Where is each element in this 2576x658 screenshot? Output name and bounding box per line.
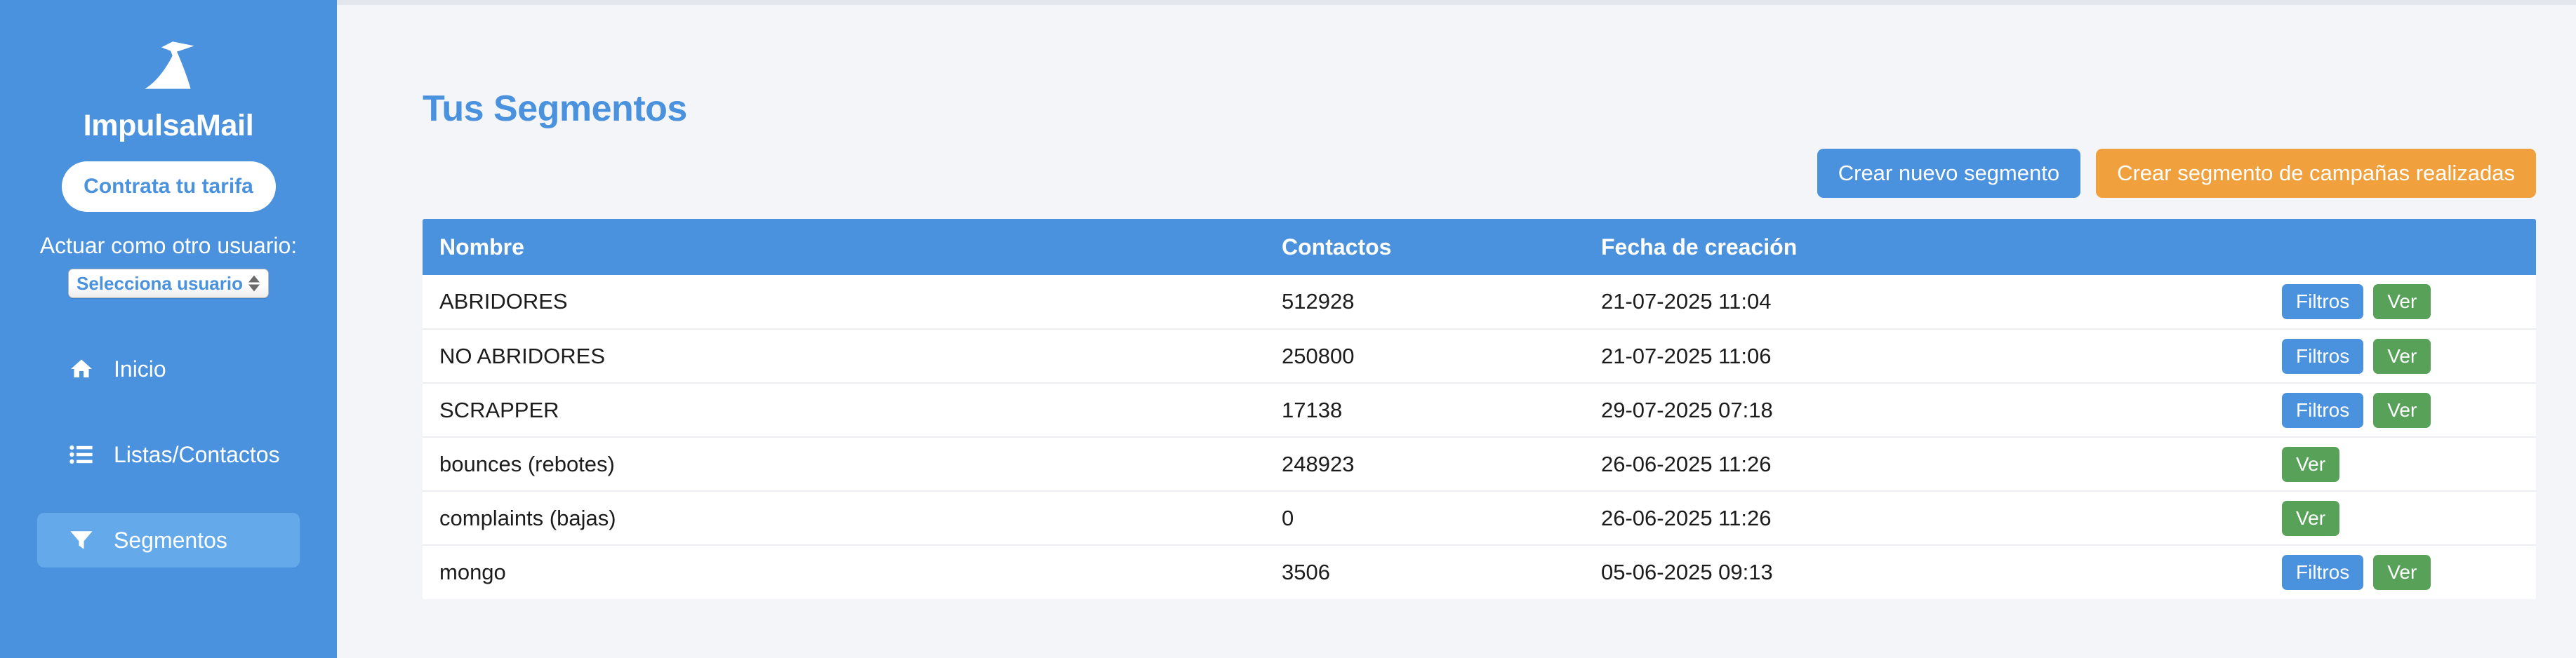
- sidebar-item-segmentos[interactable]: Segmentos: [37, 513, 300, 568]
- row-action-buttons: Filtros Ver: [2282, 555, 2536, 590]
- cell-actions: Ver: [2265, 437, 2536, 492]
- column-header-nombre: Nombre: [423, 219, 1265, 275]
- main-content: Tus Segmentos Crear nuevo segmento Crear…: [337, 5, 2576, 658]
- row-action-buttons: Filtros Ver: [2282, 284, 2536, 319]
- ver-button[interactable]: Ver: [2373, 392, 2431, 428]
- table-row: NO ABRIDORES 250800 21-07-2025 11:06 Filtro…: [423, 329, 2536, 384]
- table-row: complaints (bajas) 0 26-06-2025 11:26 Ver: [423, 491, 2536, 546]
- cell-actions: Filtros Ver: [2265, 545, 2536, 599]
- cell-contactos: 512928: [1265, 275, 1584, 330]
- cell-nombre: complaints (bajas): [423, 491, 1265, 546]
- cell-fecha: 29-07-2025 07:18: [1584, 383, 2265, 438]
- table-body: ABRIDORES 512928 21-07-2025 11:04 Filtros Ve…: [423, 275, 2536, 599]
- table-row: bounces (rebotes) 248923 26-06-2025 11:26 V…: [423, 437, 2536, 492]
- sidebar-item-label: Listas/Contactos: [114, 441, 280, 467]
- cell-contactos: 17138: [1265, 383, 1584, 438]
- create-campaign-segment-button[interactable]: Crear segmento de campañas realizadas: [2096, 149, 2536, 198]
- create-new-segment-button[interactable]: Crear nuevo segmento: [1817, 149, 2081, 198]
- nav-spacer: [0, 482, 337, 513]
- list-icon: [69, 442, 94, 467]
- table-row: ABRIDORES 512928 21-07-2025 11:04 Filtros Ve…: [423, 275, 2536, 330]
- sidebar-item-listas-contactos[interactable]: Listas/Contactos: [37, 427, 300, 482]
- home-icon: [69, 356, 94, 382]
- column-header-contactos: Contactos: [1265, 219, 1584, 275]
- cell-actions: Filtros Ver: [2265, 383, 2536, 438]
- filtros-button[interactable]: Filtros: [2282, 284, 2364, 319]
- ver-button[interactable]: Ver: [2373, 555, 2431, 590]
- sidebar-nav: Inicio Listas/Contactos: [0, 342, 337, 568]
- filtros-button[interactable]: Filtros: [2282, 338, 2364, 374]
- cell-fecha: 26-06-2025 11:26: [1584, 491, 2265, 546]
- ver-button[interactable]: Ver: [2373, 338, 2431, 374]
- row-action-buttons: Ver: [2282, 500, 2536, 536]
- cell-nombre: SCRAPPER: [423, 383, 1265, 438]
- column-header-actions: [2265, 219, 2536, 275]
- ver-button[interactable]: Ver: [2282, 500, 2340, 536]
- segments-table: Nombre Contactos Fecha de creación ABRID…: [423, 219, 2536, 599]
- cell-contactos: 250800: [1265, 329, 1584, 384]
- cell-actions: Ver: [2265, 491, 2536, 546]
- cell-fecha: 26-06-2025 11:26: [1584, 437, 2265, 492]
- nav-spacer: [0, 396, 337, 427]
- row-action-buttons: Filtros Ver: [2282, 338, 2536, 374]
- table-row: SCRAPPER 17138 29-07-2025 07:18 Filtros Ver: [423, 383, 2536, 438]
- sidebar: ImpulsaMail Contrata tu tarifa Actuar co…: [0, 0, 337, 658]
- table-row: mongo 3506 05-06-2025 09:13 Filtros Ver: [423, 545, 2536, 599]
- cell-fecha: 05-06-2025 09:13: [1601, 560, 1773, 584]
- ver-button[interactable]: Ver: [2373, 284, 2431, 319]
- ver-button[interactable]: Ver: [2282, 446, 2340, 482]
- impersonate-label: Actuar como otro usuario:: [39, 233, 298, 258]
- sidebar-item-label: Segmentos: [114, 527, 227, 553]
- impersonate-user-select[interactable]: Selecciona usuario: [68, 269, 269, 298]
- cell-nombre: NO ABRIDORES: [423, 329, 1265, 384]
- contratar-tarifa-button[interactable]: Contrata tu tarifa: [61, 161, 276, 212]
- cell-contactos: 248923: [1265, 437, 1584, 492]
- cell-fecha: 21-07-2025 11:04: [1584, 275, 2265, 330]
- filtros-button[interactable]: Filtros: [2282, 392, 2364, 428]
- page-action-bar: Crear nuevo segmento Crear segmento de c…: [1817, 149, 2536, 198]
- table-header-row: Nombre Contactos Fecha de creación: [423, 219, 2536, 275]
- cell-actions: Filtros Ver: [2265, 275, 2536, 330]
- cell-contactos: 3506: [1282, 560, 1330, 584]
- sail-boat-logo-icon: [145, 41, 194, 89]
- cell-contactos: 0: [1265, 491, 1584, 546]
- row-action-buttons: Filtros Ver: [2282, 392, 2536, 428]
- sidebar-item-label: Inicio: [114, 356, 166, 382]
- brand-name: ImpulsaMail: [83, 109, 254, 142]
- brand-logo: [0, 32, 337, 103]
- filter-funnel-icon: [69, 528, 94, 553]
- cell-nombre: mongo: [439, 560, 506, 584]
- filtros-button[interactable]: Filtros: [2282, 555, 2364, 590]
- segments-table-container: Nombre Contactos Fecha de creación ABRID…: [423, 219, 2536, 599]
- user-select-wrapper: Selecciona usuario: [68, 269, 269, 298]
- row-action-buttons: Ver: [2282, 446, 2536, 482]
- top-border-strip: [0, 0, 2576, 5]
- cell-actions: Filtros Ver: [2265, 329, 2536, 384]
- column-header-fecha: Fecha de creación: [1584, 219, 2265, 275]
- table-head: Nombre Contactos Fecha de creación: [423, 219, 2536, 275]
- page-title: Tus Segmentos: [423, 88, 687, 129]
- cell-nombre: ABRIDORES: [423, 275, 1265, 330]
- cell-fecha: 21-07-2025 11:06: [1584, 329, 2265, 384]
- cell-nombre: bounces (rebotes): [423, 437, 1265, 492]
- sidebar-item-inicio[interactable]: Inicio: [37, 342, 300, 396]
